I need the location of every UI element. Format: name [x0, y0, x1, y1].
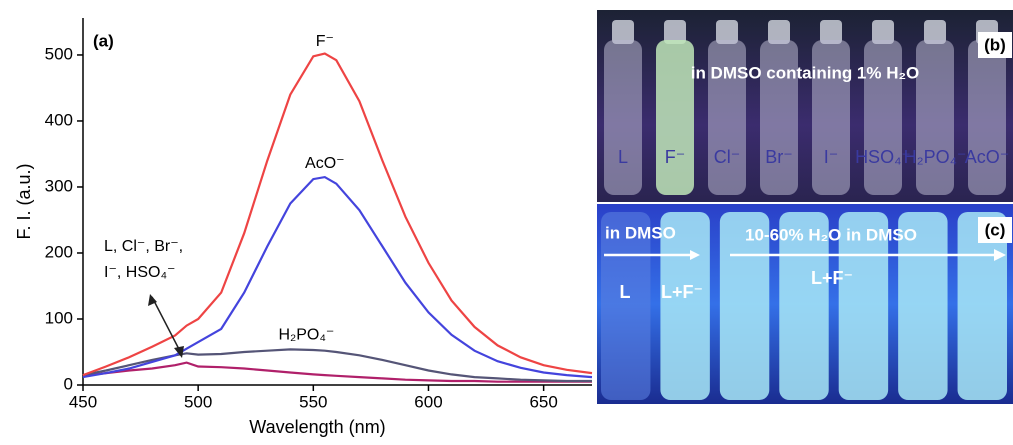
photo-panels: L F⁻ Cl⁻ Br⁻ I⁻ HSO₄⁻H₂PO₄⁻AcO⁻ in DMSO contai…	[597, 10, 1013, 404]
label-box	[978, 32, 1012, 58]
photo-caption: in DMSO containing 1% H₂O	[691, 63, 920, 82]
label-box	[978, 217, 1012, 243]
vial	[660, 212, 710, 400]
vial	[656, 40, 694, 195]
annotation-arrow	[151, 296, 183, 356]
annotation-arrowhead	[148, 294, 157, 306]
vial-cap	[716, 20, 738, 44]
series-label: H₂PO₄⁻	[278, 327, 334, 344]
vial-cap	[768, 20, 790, 44]
annotation-arrowhead	[174, 346, 184, 358]
x-tick-label: 650	[529, 392, 557, 411]
vial	[898, 212, 948, 400]
vial	[719, 212, 770, 400]
vial	[968, 40, 1006, 195]
vial-cap	[924, 20, 946, 44]
vial-label: HSO₄⁻	[855, 147, 911, 167]
x-tick-label: 600	[414, 392, 442, 411]
x-tick-label: 450	[69, 392, 97, 411]
arrowhead	[994, 249, 1006, 261]
y-tick-label: 200	[45, 242, 73, 261]
annotation-text: L, Cl⁻, Br⁻,	[104, 238, 183, 255]
vial	[812, 40, 850, 195]
vial-label: L+F⁻	[661, 282, 703, 302]
series-label: F⁻	[316, 33, 334, 50]
y-tick-label: 300	[45, 176, 73, 195]
vial-label: Br⁻	[765, 147, 793, 167]
y-tick-label: 400	[45, 110, 73, 129]
vial-cap	[872, 20, 894, 44]
vial	[708, 40, 746, 195]
panel-label: (c)	[985, 220, 1006, 239]
vial	[760, 40, 798, 195]
vial	[779, 212, 829, 400]
vial-cap	[820, 20, 842, 44]
vial-label: F⁻	[665, 147, 686, 167]
vial-label: I⁻	[824, 147, 839, 167]
arrowhead	[690, 250, 700, 260]
spectrum-line	[82, 175, 593, 379]
spectrum-chart: 0 100 200 300 400 500 450 500 550 600 650 Wavelengt…	[14, 18, 593, 437]
vial-label: AcO⁻	[965, 147, 1010, 167]
vial-cap	[664, 20, 686, 44]
y-tick-label: 0	[64, 374, 73, 393]
vial	[864, 40, 902, 195]
photo-caption: 10-60% H₂O in DMSO	[745, 225, 917, 244]
panel-label: (b)	[984, 35, 1006, 54]
vial-label: L	[618, 147, 628, 167]
vial	[604, 40, 642, 195]
y-axis-title: F. I. (a.u.)	[14, 163, 34, 239]
y-tick-label: 100	[45, 308, 73, 327]
vial	[601, 212, 651, 400]
vial	[838, 212, 889, 400]
panel-label: (a)	[93, 31, 114, 50]
vial-cap	[612, 20, 634, 44]
annotation-text: I⁻, HSO₄⁻	[104, 264, 175, 281]
vial-label: Cl⁻	[714, 147, 741, 167]
spectrum-line	[82, 361, 592, 383]
x-axis-title: Wavelength (nm)	[249, 417, 385, 437]
x-tick-label: 550	[299, 392, 327, 411]
series-label: AcO⁻	[305, 155, 345, 172]
photo-caption: in DMSO	[605, 223, 676, 242]
vial-label: H₂PO₄⁻	[904, 147, 967, 167]
y-tick-label: 500	[45, 44, 73, 63]
vial-label: L+F⁻	[811, 268, 853, 288]
vial	[916, 40, 954, 195]
x-tick-label: 500	[184, 392, 212, 411]
vial-label: L	[620, 282, 631, 302]
spectrum-line	[82, 52, 593, 377]
